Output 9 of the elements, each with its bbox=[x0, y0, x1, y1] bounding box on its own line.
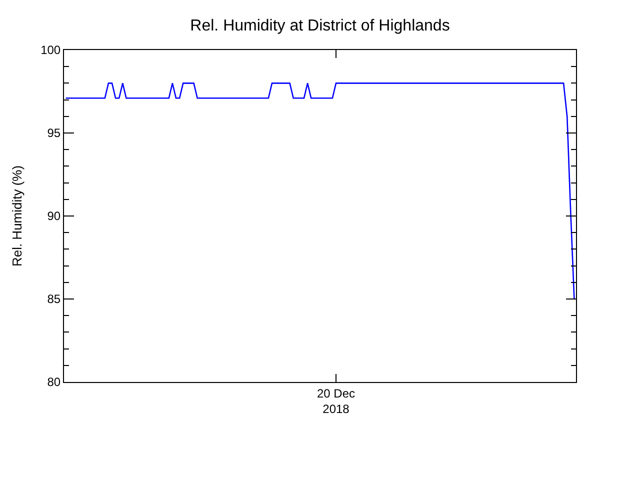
x-tick-label: 20 Dec 2018 bbox=[316, 386, 356, 416]
y-tick-label: 95 bbox=[47, 126, 61, 140]
y-tick-label: 100 bbox=[40, 43, 61, 58]
line-series bbox=[65, 82, 575, 300]
chart-title: Rel. Humidity at District of Highlands bbox=[190, 17, 450, 34]
y-tick-label: 90 bbox=[47, 209, 61, 224]
y-tick-label: 80 bbox=[47, 375, 61, 390]
y-tick-label: 85 bbox=[47, 292, 61, 306]
y-axis-title: Rel. Humidity (%) bbox=[10, 165, 25, 267]
